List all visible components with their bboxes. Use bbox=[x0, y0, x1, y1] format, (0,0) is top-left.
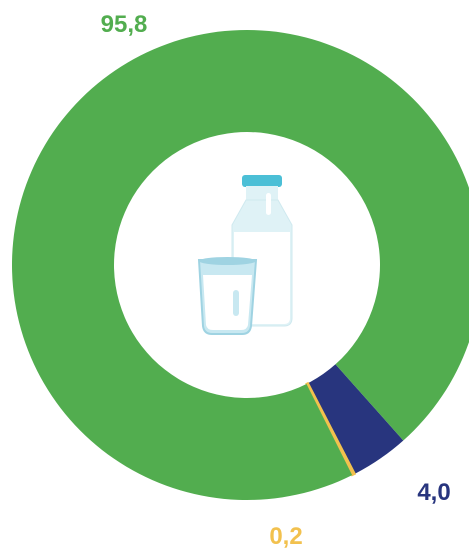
slice-label-4-0: 4,0 bbox=[417, 479, 450, 506]
slice-95-8 bbox=[12, 30, 469, 500]
milk-bottle-and-glass-icon bbox=[197, 175, 293, 335]
slice-label-95-8: 95,8 bbox=[101, 11, 148, 38]
slice-label-0-2: 0,2 bbox=[269, 523, 302, 550]
donut-slices bbox=[12, 30, 469, 500]
slice-4-0 bbox=[308, 364, 404, 474]
slice-0-2 bbox=[305, 381, 357, 477]
